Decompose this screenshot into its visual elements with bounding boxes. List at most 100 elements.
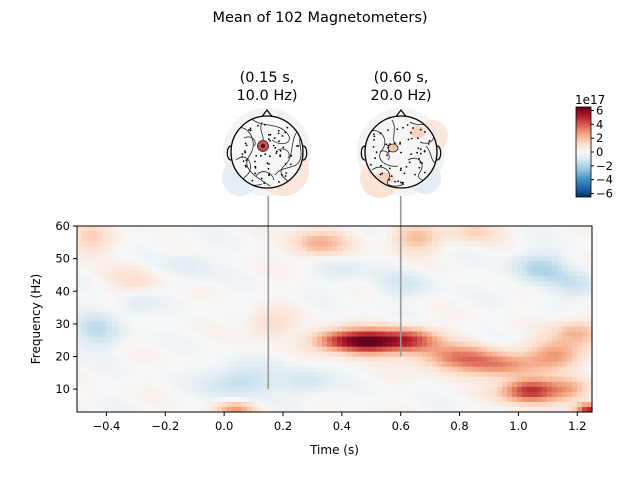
heatmap-cell [232, 356, 238, 363]
heatmap-cell [487, 256, 493, 262]
heatmap-cell [167, 336, 173, 343]
heatmap-cell [532, 241, 538, 247]
heatmap-cell [262, 261, 268, 267]
heatmap-cell [462, 276, 468, 282]
heatmap-cell [162, 291, 168, 297]
heatmap-cell [392, 311, 398, 318]
heatmap-cell [582, 291, 588, 297]
heatmap-cell [217, 296, 223, 303]
heatmap-cell [397, 371, 403, 378]
heatmap-cell [77, 276, 83, 282]
heatmap-cell [552, 326, 558, 333]
heatmap-cell [562, 381, 568, 388]
heatmap-cell [532, 371, 538, 378]
heatmap-cell [342, 351, 348, 358]
heatmap-cell [412, 396, 418, 403]
heatmap-cell [482, 301, 488, 308]
heatmap-cell [587, 321, 593, 328]
heatmap-cell [182, 331, 188, 338]
heatmap-cell [397, 291, 403, 297]
heatmap-cell [192, 321, 198, 328]
heatmap-cell [162, 321, 168, 328]
heatmap-cell [357, 406, 363, 413]
heatmap-cell [267, 351, 273, 358]
heatmap-cell [312, 396, 318, 403]
heatmap-cell [347, 326, 353, 333]
heatmap-cell [97, 236, 103, 242]
heatmap-cell [417, 371, 423, 378]
heatmap-cell [167, 326, 173, 333]
heatmap-cell [567, 266, 573, 272]
heatmap-cell [312, 286, 318, 292]
heatmap-cell [212, 386, 218, 393]
heatmap-cell [487, 241, 493, 247]
heatmap-cell [402, 251, 408, 257]
heatmap-cell [507, 391, 513, 398]
heatmap-cell [342, 316, 348, 323]
heatmap-cell [112, 341, 118, 348]
heatmap-cell [137, 306, 143, 313]
heatmap-cell [517, 316, 523, 323]
heatmap-cell [277, 311, 283, 318]
heatmap-cell [312, 281, 318, 287]
sensor-marker [420, 152, 422, 155]
heatmap-cell [287, 366, 293, 373]
heatmap-cell [292, 351, 298, 358]
colorbar-tick-label: −4 [596, 173, 613, 187]
heatmap-cell [537, 291, 543, 297]
topomap-1-left-ear [226, 145, 232, 161]
heatmap-cell [212, 241, 218, 247]
heatmap-cell [517, 226, 523, 232]
heatmap-cell [542, 396, 548, 403]
heatmap-cell [227, 266, 233, 272]
heatmap-cell [167, 286, 173, 292]
heatmap-cell [282, 321, 288, 328]
heatmap-cell [352, 291, 358, 297]
heatmap-cell [272, 336, 278, 343]
heatmap-cell [227, 281, 233, 287]
heatmap-cell [407, 301, 413, 308]
heatmap-cell [92, 386, 98, 393]
heatmap-cell [342, 291, 348, 297]
heatmap-cell [347, 301, 353, 308]
sensor-marker [263, 182, 266, 185]
heatmap-cell [507, 386, 513, 393]
heatmap-cell [532, 246, 538, 252]
heatmap-cell [382, 381, 388, 388]
heatmap-cell [117, 341, 123, 348]
heatmap-cell [467, 346, 473, 353]
heatmap-cell [267, 241, 273, 247]
heatmap-cell [362, 291, 368, 297]
heatmap-cell [482, 311, 488, 318]
heatmap-cell [132, 351, 138, 358]
heatmap-cell [297, 271, 303, 277]
heatmap-cell [132, 401, 138, 408]
heatmap-cell [172, 371, 178, 378]
heatmap-cell [117, 361, 123, 368]
heatmap-cell [192, 376, 198, 383]
heatmap-cell [422, 406, 428, 413]
heatmap-cell [247, 301, 253, 308]
heatmap-cell [157, 261, 163, 267]
heatmap-cell [482, 316, 488, 323]
heatmap-cell [322, 376, 328, 383]
heatmap-cell [147, 231, 153, 237]
heatmap-cell [187, 261, 193, 267]
heatmap-cell [377, 321, 383, 328]
heatmap-cell [442, 311, 448, 318]
heatmap-cell [457, 371, 463, 378]
heatmap-cell [417, 301, 423, 308]
heatmap-cell [167, 331, 173, 338]
heatmap-cell [467, 296, 473, 303]
heatmap-cell [572, 231, 578, 237]
heatmap-cell [97, 386, 103, 393]
heatmap-cell [382, 296, 388, 303]
heatmap-cell [127, 326, 133, 333]
heatmap-cell [437, 261, 443, 267]
heatmap-cell [112, 386, 118, 393]
heatmap-cell [177, 281, 183, 287]
heatmap-cell [507, 261, 513, 267]
heatmap-cell [452, 281, 458, 287]
